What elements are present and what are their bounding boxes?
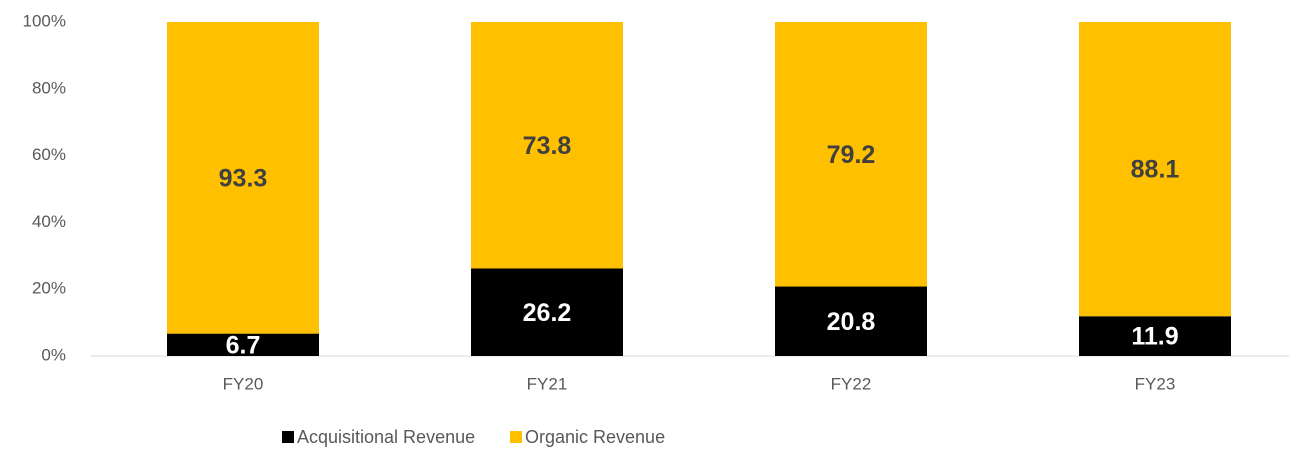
bar-segment — [167, 333, 319, 356]
data-label: 20.8 — [827, 308, 876, 336]
y-tick-label: 60% — [32, 145, 66, 164]
x-tick-label: FY21 — [527, 374, 568, 393]
x-tick-label: FY20 — [223, 374, 264, 393]
bar-segment — [167, 22, 319, 334]
y-tick-label: 100% — [23, 11, 66, 30]
data-label: 11.9 — [1131, 323, 1178, 351]
legend-label: Organic Revenue — [525, 427, 665, 447]
legend-label: Acquisitional Revenue — [297, 427, 475, 447]
legend-swatch — [510, 431, 522, 443]
bar-segment — [1079, 316, 1231, 356]
data-label: 26.2 — [523, 299, 572, 327]
bar-segment — [471, 22, 623, 269]
y-tick-label: 20% — [32, 279, 66, 298]
data-label: 73.8 — [523, 132, 572, 160]
y-tick-label: 0% — [41, 345, 66, 364]
bar-segment — [775, 286, 927, 356]
legend-swatch — [282, 431, 294, 443]
x-tick-label: FY23 — [1135, 374, 1176, 393]
bar-segment — [471, 268, 623, 356]
data-label: 88.1 — [1131, 156, 1180, 184]
y-tick-label: 40% — [32, 212, 66, 231]
data-label: 93.3 — [219, 164, 268, 192]
bar-segment — [775, 22, 927, 287]
bar-segment — [1079, 22, 1231, 317]
y-tick-label: 80% — [32, 78, 66, 97]
data-label: 6.7 — [226, 331, 261, 359]
data-label: 79.2 — [827, 141, 876, 169]
x-tick-label: FY22 — [831, 374, 872, 393]
